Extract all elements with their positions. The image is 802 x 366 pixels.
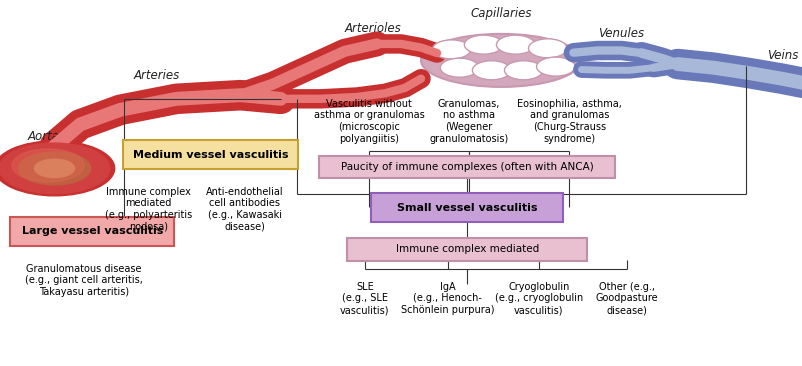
Circle shape — [18, 152, 91, 185]
Circle shape — [34, 159, 75, 178]
Text: Medium vessel vasculitis: Medium vessel vasculitis — [133, 150, 288, 160]
Text: Arterioles: Arterioles — [345, 22, 401, 35]
Text: Other (e.g.,
Goodpasture
disease): Other (e.g., Goodpasture disease) — [596, 282, 658, 315]
Circle shape — [0, 141, 115, 196]
Text: Capillaries: Capillaries — [471, 7, 532, 20]
FancyBboxPatch shape — [123, 140, 298, 169]
Ellipse shape — [440, 58, 479, 77]
FancyBboxPatch shape — [319, 156, 615, 178]
Text: SLE
(e.g., SLE
vasculitis): SLE (e.g., SLE vasculitis) — [340, 282, 390, 315]
Text: Arteries: Arteries — [133, 69, 180, 82]
Circle shape — [0, 143, 110, 194]
Ellipse shape — [496, 35, 535, 54]
Text: Small vessel vasculitis: Small vessel vasculitis — [397, 203, 537, 213]
FancyBboxPatch shape — [10, 217, 174, 246]
Ellipse shape — [504, 61, 543, 80]
Text: Venules: Venules — [598, 27, 645, 40]
Text: Aorta: Aorta — [28, 130, 60, 143]
Text: Paucity of immune complexes (often with ANCA): Paucity of immune complexes (often with … — [341, 162, 593, 172]
Text: Immune complex
mediated
(e.g., polyarteritis
nodosa): Immune complex mediated (e.g., polyarter… — [105, 187, 192, 231]
Ellipse shape — [537, 57, 575, 76]
Text: Eosinophilia, asthma,
and granulomas
(Churg-Strauss
syndrome): Eosinophilia, asthma, and granulomas (Ch… — [517, 99, 622, 143]
Text: IgA
(e.g., Henoch-
Schönlein purpura): IgA (e.g., Henoch- Schönlein purpura) — [401, 282, 494, 315]
Text: Cryoglobulin
(e.g., cryoglobulin
vasculitis): Cryoglobulin (e.g., cryoglobulin vasculi… — [495, 282, 583, 315]
Ellipse shape — [432, 40, 471, 59]
Ellipse shape — [472, 61, 511, 80]
FancyBboxPatch shape — [347, 238, 587, 261]
Circle shape — [12, 149, 84, 182]
Text: Vasculitis without
asthma or granulomas
(microscopic
polyangiitis): Vasculitis without asthma or granulomas … — [314, 99, 424, 143]
Text: Large vessel vasculitis: Large vessel vasculitis — [22, 227, 163, 236]
Text: Immune complex mediated: Immune complex mediated — [395, 244, 539, 254]
Ellipse shape — [529, 39, 567, 58]
Text: Veins: Veins — [767, 49, 798, 62]
Ellipse shape — [421, 34, 581, 87]
Text: Granulomas,
no asthma
(Wegener
granulomatosis): Granulomas, no asthma (Wegener granuloma… — [430, 99, 508, 143]
FancyBboxPatch shape — [371, 193, 563, 222]
Text: Anti-endothelial
cell antibodies
(e.g., Kawasaki
disease): Anti-endothelial cell antibodies (e.g., … — [206, 187, 283, 231]
Ellipse shape — [464, 35, 503, 54]
Text: Granulomatous disease
(e.g., giant cell arteritis,
Takayasu arteritis): Granulomatous disease (e.g., giant cell … — [26, 264, 143, 297]
